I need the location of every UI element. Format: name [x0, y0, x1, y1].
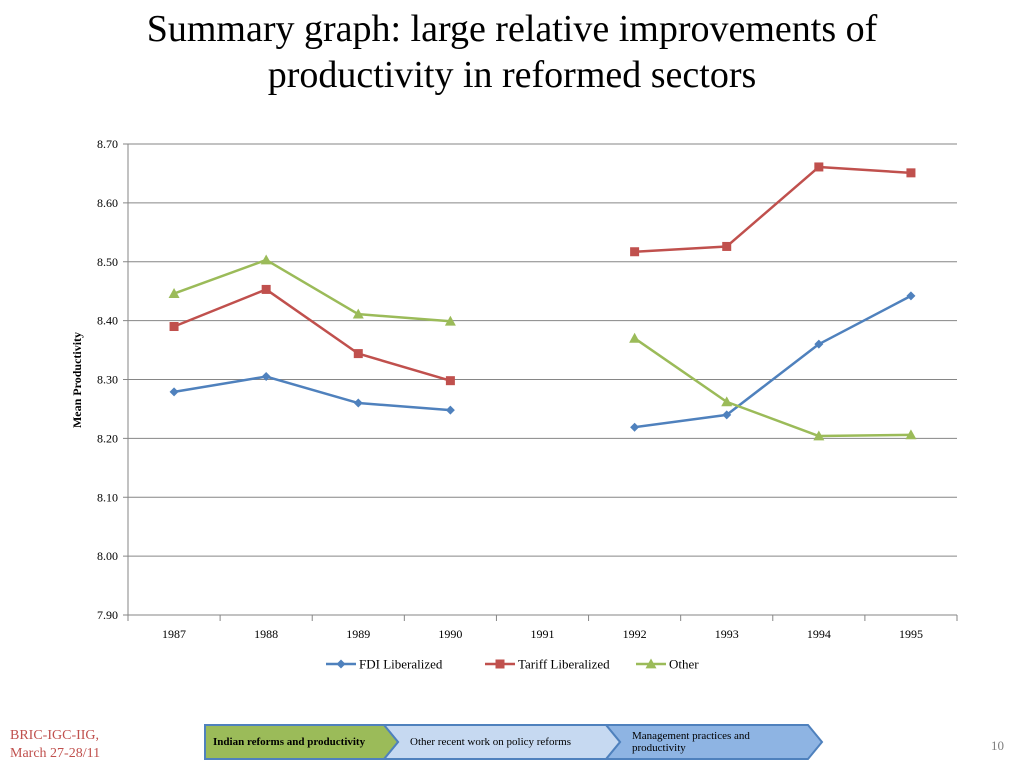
- slide-title-line-1: Summary graph: large relative improvemen…: [146, 8, 878, 50]
- x-tick-label: 1988: [254, 627, 278, 641]
- nav-step-2-label[interactable]: Other recent work on policy reforms: [410, 736, 571, 748]
- y-tick-label: 8.60: [97, 196, 118, 210]
- x-tick-label: 1990: [438, 627, 462, 641]
- x-tick-label: 1994: [807, 627, 831, 641]
- legend-marker-other: [645, 658, 657, 669]
- data-point-tariff-liberalized: [906, 168, 916, 178]
- nav-step-1-label[interactable]: Indian reforms and productivity: [213, 736, 366, 748]
- data-point-tariff-liberalized: [814, 162, 824, 172]
- data-point-fdi-liberalized: [445, 405, 455, 415]
- data-point-other: [260, 254, 272, 265]
- data-point-other: [905, 429, 917, 440]
- data-point-fdi-liberalized: [353, 398, 363, 408]
- x-tick-label: 1995: [899, 627, 923, 641]
- slide-title-line-2: productivity in reformed sectors: [267, 54, 757, 96]
- series-line-tariff-liberalized: [173, 288, 451, 382]
- data-point-fdi-liberalized: [722, 410, 732, 420]
- legend-label-tariff-liberalized: Tariff Liberalized: [518, 657, 610, 672]
- series-line-fdi-liberalized: [634, 294, 912, 429]
- data-point-other: [721, 396, 733, 407]
- x-tick-label: 1991: [531, 627, 555, 641]
- data-point-fdi-liberalized: [261, 372, 271, 382]
- y-tick-label: 8.00: [97, 549, 118, 563]
- footer-event: BRIC-IGC-IIG, March 27-28/11: [10, 727, 100, 763]
- nav-step-3-label[interactable]: Management practices and productivity: [632, 730, 750, 754]
- data-point-tariff-liberalized: [445, 376, 455, 386]
- data-point-other: [352, 308, 364, 319]
- data-point-fdi-liberalized: [630, 422, 640, 432]
- x-tick-label: 1989: [346, 627, 370, 641]
- legend-label-fdi-liberalized: FDI Liberalized: [359, 657, 443, 672]
- y-tick-label: 8.40: [97, 314, 118, 328]
- y-axis-title: Mean Productivity: [70, 332, 84, 428]
- data-point-other: [444, 315, 456, 326]
- data-point-other: [629, 332, 641, 343]
- data-point-other: [813, 430, 825, 441]
- y-tick-label: 8.50: [97, 255, 118, 269]
- y-tick-label: 7.90: [97, 608, 118, 622]
- y-tick-label: 8.70: [97, 137, 118, 151]
- data-point-tariff-liberalized: [630, 247, 640, 257]
- footer-event-line-2: March 27-28/11: [10, 746, 101, 761]
- data-point-fdi-liberalized: [814, 339, 824, 349]
- page-number: 10: [991, 738, 1004, 753]
- data-point-other: [168, 288, 180, 298]
- data-point-tariff-liberalized: [722, 241, 732, 251]
- footer-event-line-1: BRIC-IGC-IIG,: [10, 728, 100, 743]
- x-tick-label: 1993: [715, 627, 739, 641]
- y-tick-label: 8.30: [97, 373, 118, 387]
- x-tick-label: 1992: [623, 627, 647, 641]
- series-line-tariff-liberalized: [634, 165, 912, 253]
- legend-label-other: Other: [669, 657, 699, 672]
- data-point-tariff-liberalized: [353, 349, 363, 359]
- nav-step-1-shape[interactable]: [204, 724, 400, 760]
- series-line-other: [173, 258, 451, 323]
- slide-title: Summary graph: large relative improvemen…: [40, 6, 984, 98]
- series-line-fdi-liberalized: [173, 375, 451, 412]
- y-tick-label: 8.10: [97, 490, 118, 504]
- data-point-tariff-liberalized: [169, 322, 179, 332]
- legend-marker-tariff-liberalized: [495, 659, 505, 669]
- series-line-other: [633, 337, 911, 438]
- data-point-fdi-liberalized: [169, 387, 179, 397]
- y-tick-label: 8.20: [97, 431, 118, 445]
- legend-marker-fdi-liberalized: [336, 659, 346, 669]
- line-chart: 7.90 8.00 8.10 8.20 8.30 8.40 8.50 8.60 8.70 1987…: [70, 137, 958, 672]
- data-point-fdi-liberalized: [906, 291, 916, 301]
- x-tick-label: 1987: [162, 627, 186, 641]
- data-point-tariff-liberalized: [261, 284, 271, 294]
